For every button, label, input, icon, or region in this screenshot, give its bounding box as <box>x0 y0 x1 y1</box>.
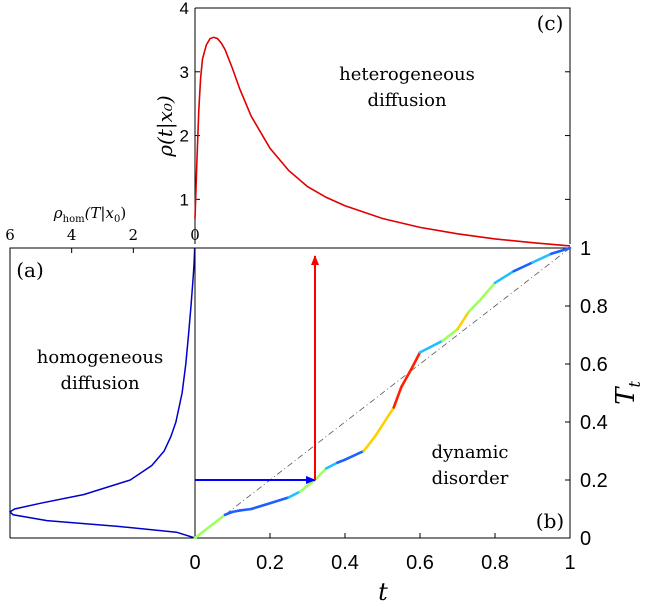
panel-c: 1 2 3 4 (c) heterogeneous diffusion ρ(t|x₀) <box>153 0 571 247</box>
panel-c-label: (c) <box>537 11 564 35</box>
panel-b-ytick-label: 0.8 <box>580 296 608 318</box>
panel-b-x-ticks: 0 0.2 0.4 0.6 0.8 1 <box>189 533 576 574</box>
panel-b-path-segment <box>512 261 534 273</box>
panel-a-annotation-line2: diffusion <box>60 373 139 394</box>
panel-b-annotation-line1: dynamic <box>432 442 509 463</box>
panel-b-path-segment <box>201 522 216 534</box>
panel-b-path-segment <box>381 406 396 427</box>
panel-b-path-segment <box>456 310 471 331</box>
panel-b-ytick-label: 0.2 <box>580 470 608 492</box>
panel-b-path-segment <box>249 501 272 511</box>
panel-b-series <box>193 246 572 540</box>
panel-c-y-ticks: 1 2 3 4 <box>180 0 570 209</box>
panel-b-diagonal <box>194 247 571 539</box>
panel-b-path-segment <box>313 467 328 482</box>
panel-b-xtick-label: 0.2 <box>256 552 284 574</box>
panel-b-path-segment <box>238 507 253 512</box>
panel-a-label: (a) <box>16 258 44 282</box>
panel-b-path-segment <box>392 385 403 409</box>
panel-b-path-segment <box>531 252 553 264</box>
panel-b-path-segment <box>429 339 444 348</box>
panel-b-path-segment <box>478 281 497 302</box>
panel-a-series <box>8 247 196 539</box>
panel-c-annotation-line2: diffusion <box>367 90 446 111</box>
panel-c-series <box>194 36 571 247</box>
panel-c-ytick-label: 4 <box>180 0 189 18</box>
panel-b-xtick-label: 1 <box>564 552 575 574</box>
panel-b-xtick-label: 0.8 <box>481 552 509 574</box>
panel-c-ytick-label: 1 <box>180 190 189 209</box>
panel-b-xtick-label: 0 <box>189 552 200 574</box>
panel-a-x-ticks: 6 4 2 0 <box>5 226 200 253</box>
panel-b-xtick-label: 0.4 <box>331 552 359 574</box>
panel-a-annotation-line1: homogeneous <box>37 347 163 368</box>
panel-b-path-segment <box>336 458 347 464</box>
panel-b-y-ticks: 0 0.2 0.4 0.6 0.8 1 <box>565 238 608 550</box>
panel-b-path-segment <box>418 345 433 354</box>
panel-b-ytick-label: 0.6 <box>580 354 608 376</box>
panel-b-path-segment <box>549 246 572 256</box>
panel-b-path-segment <box>298 484 309 493</box>
panel-b-path-segment <box>411 351 422 369</box>
panel-b-path-segment <box>373 423 384 438</box>
panel-b-xlabel: t <box>378 578 388 606</box>
panel-b-ytick-label: 0.4 <box>580 412 608 434</box>
panel-a: 6 4 2 0 (a) homogeneous diffusion ρhom(T|x0… <box>5 204 200 539</box>
panel-b-arrows <box>195 255 319 484</box>
panel-b-path-segment <box>467 298 482 314</box>
panel-b-path-segment <box>441 327 459 343</box>
panel-b-ytick-label: 0 <box>580 528 591 550</box>
panel-b-path-segment <box>493 269 516 285</box>
panel-c-frame <box>195 7 571 244</box>
panel-a-xtick-label: 2 <box>129 226 139 244</box>
panel-c-ylabel: ρ(t|x₀) <box>153 95 178 157</box>
panel-c-ytick-label: 3 <box>180 63 189 82</box>
panel-b-xtick-label: 0.6 <box>406 552 434 574</box>
panel-c-ytick-label: 2 <box>180 127 189 146</box>
panel-b-path-segment <box>212 513 227 525</box>
panel-b-ytick-label: 1 <box>580 238 591 260</box>
panel-a-xlabel: ρhom(T|x0) <box>53 204 126 225</box>
panel-b-path-segment <box>324 461 339 470</box>
panel-a-xtick-label: 0 <box>190 226 200 244</box>
panel-b-frame <box>194 247 571 539</box>
panel-c-curve <box>194 36 571 247</box>
panel-b-path-segment <box>343 449 366 462</box>
panel-b-path-segment <box>268 496 291 505</box>
panel-b-path-segment <box>287 490 302 499</box>
panel-a-xtick-label: 4 <box>67 226 77 244</box>
panel-b-annotation-line2: disorder <box>432 468 509 489</box>
panel-b-path-segment <box>193 530 204 540</box>
panel-a-curve <box>8 247 196 539</box>
panel-a-xtick-label: 6 <box>5 226 15 244</box>
panel-b-label: (b) <box>536 509 564 533</box>
panel-b-path-segment <box>362 435 377 453</box>
panel-b: 0 0.2 0.4 0.6 0.8 1 0 0.2 0.4 0.6 0.8 1 (b) dynami… <box>189 238 644 606</box>
panel-b-path-segment <box>223 510 234 517</box>
panel-b-ylabel: Tt <box>611 381 644 405</box>
panel-c-annotation-line1: heterogeneous <box>339 64 475 85</box>
panel-b-path-segment <box>399 365 414 389</box>
